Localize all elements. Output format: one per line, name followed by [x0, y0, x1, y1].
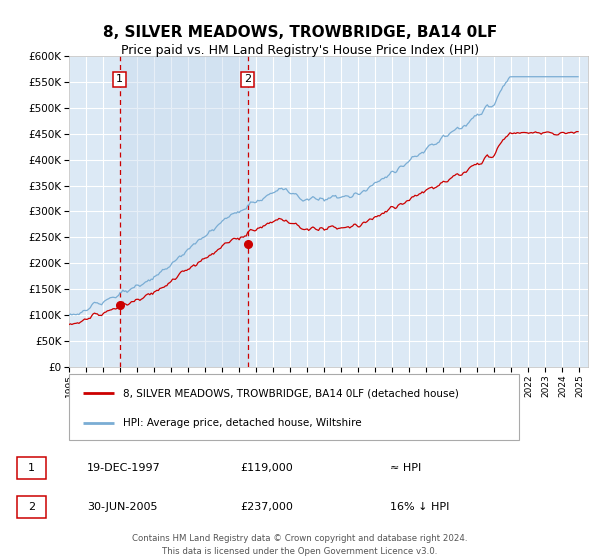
Text: ≈ HPI: ≈ HPI	[390, 463, 421, 473]
Text: 1: 1	[28, 463, 35, 473]
FancyBboxPatch shape	[17, 456, 46, 479]
Text: 30-JUN-2005: 30-JUN-2005	[87, 502, 157, 512]
Text: £119,000: £119,000	[240, 463, 293, 473]
Text: £237,000: £237,000	[240, 502, 293, 512]
Text: Contains HM Land Registry data © Crown copyright and database right 2024.
This d: Contains HM Land Registry data © Crown c…	[132, 534, 468, 556]
Text: Price paid vs. HM Land Registry's House Price Index (HPI): Price paid vs. HM Land Registry's House …	[121, 44, 479, 57]
FancyBboxPatch shape	[17, 496, 46, 518]
Text: 1: 1	[116, 74, 123, 85]
Bar	[119, 56, 248, 367]
Text: HPI: Average price, detached house, Wiltshire: HPI: Average price, detached house, Wilt…	[123, 418, 362, 428]
Text: 8, SILVER MEADOWS, TROWBRIDGE, BA14 0LF: 8, SILVER MEADOWS, TROWBRIDGE, BA14 0LF	[103, 25, 497, 40]
Text: 8, SILVER MEADOWS, TROWBRIDGE, BA14 0LF (detached house): 8, SILVER MEADOWS, TROWBRIDGE, BA14 0LF …	[123, 388, 459, 398]
Text: 2: 2	[28, 502, 35, 512]
Text: 16% ↓ HPI: 16% ↓ HPI	[390, 502, 449, 512]
Text: 19-DEC-1997: 19-DEC-1997	[87, 463, 161, 473]
Text: 2: 2	[244, 74, 251, 85]
FancyBboxPatch shape	[69, 374, 519, 440]
